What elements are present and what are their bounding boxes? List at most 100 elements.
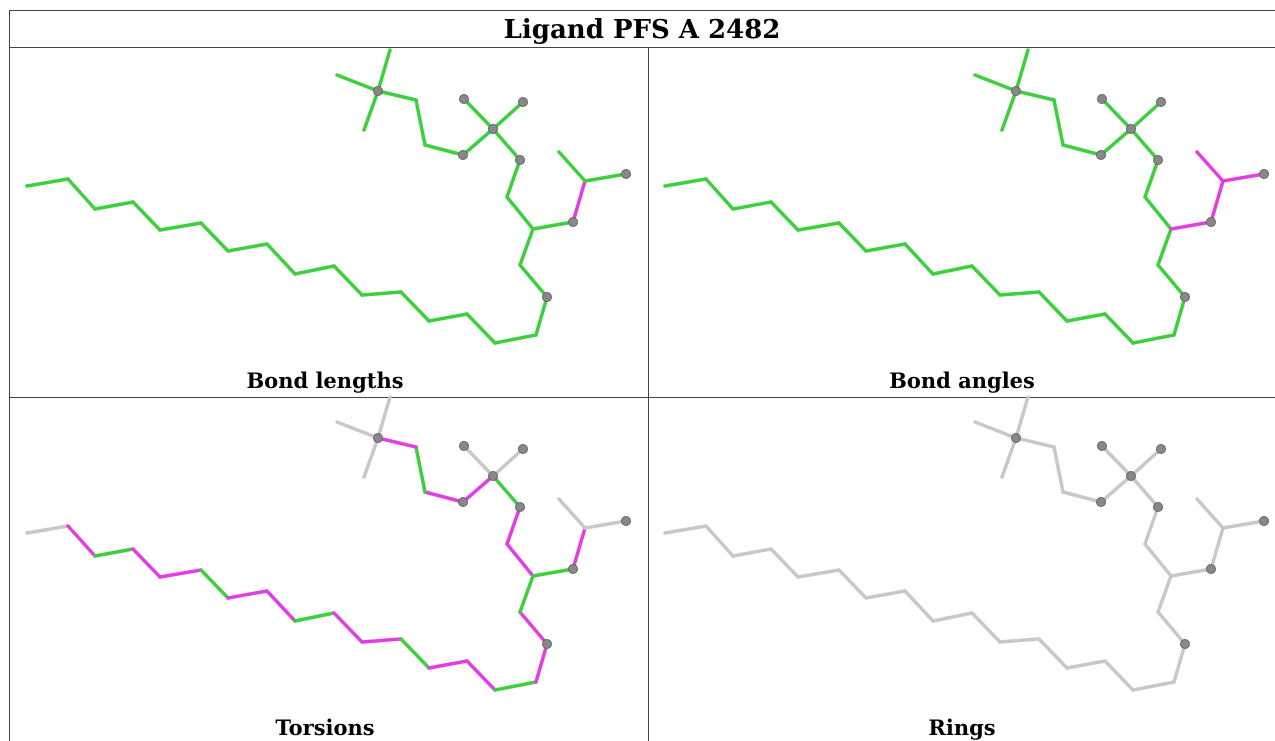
bond [1133, 682, 1174, 690]
bond [68, 526, 95, 556]
atom [516, 156, 525, 165]
bond [362, 292, 401, 295]
atom [622, 517, 631, 526]
bond [378, 50, 390, 91]
bond [1102, 446, 1131, 476]
atom [1098, 442, 1107, 451]
bond [1000, 639, 1039, 642]
bond [416, 100, 425, 145]
bond [1131, 129, 1158, 160]
bond [228, 591, 267, 598]
atom [1181, 640, 1190, 649]
bond [1016, 397, 1028, 438]
atom [489, 125, 498, 134]
bond [464, 446, 493, 476]
bond [507, 544, 533, 576]
panel-label: Rings [928, 715, 995, 740]
bond [533, 569, 573, 576]
bond [467, 314, 495, 343]
bond [1133, 335, 1174, 343]
bond [1131, 449, 1161, 476]
bond [133, 549, 160, 577]
bond [1063, 145, 1101, 155]
bond [573, 528, 585, 569]
atom [459, 151, 468, 160]
bond [1171, 222, 1211, 229]
atom [1098, 95, 1107, 104]
bond [68, 179, 95, 209]
bond [201, 570, 228, 598]
bond [401, 639, 429, 668]
bond [559, 499, 585, 528]
bond [1101, 476, 1131, 502]
bond [95, 549, 133, 556]
bond [866, 244, 905, 251]
bond [160, 570, 201, 577]
atom [1012, 434, 1021, 443]
bond [1158, 229, 1171, 265]
bond [520, 229, 533, 265]
bond [1102, 99, 1131, 129]
bond [1223, 521, 1264, 528]
bond [1145, 160, 1158, 197]
bond [1211, 528, 1223, 569]
atom [1097, 498, 1106, 507]
atom [1154, 503, 1163, 512]
bond [378, 397, 390, 438]
bond [1067, 314, 1105, 321]
bond [1016, 438, 1054, 447]
bond [1197, 152, 1223, 181]
bond [520, 265, 547, 297]
bond [1063, 492, 1101, 502]
molecules [27, 50, 1269, 690]
panel-label: Torsions [275, 715, 374, 740]
bond [933, 266, 972, 274]
bond [1105, 661, 1133, 690]
bond [267, 591, 295, 621]
bond [429, 314, 467, 321]
bond [267, 244, 295, 274]
bond [295, 613, 334, 621]
bond [160, 223, 201, 230]
bond [378, 91, 416, 100]
bond [429, 661, 467, 668]
bond [536, 297, 547, 335]
bond [1145, 507, 1158, 544]
atom [1260, 517, 1269, 526]
bond [378, 438, 416, 447]
bond [493, 476, 520, 507]
bond [493, 129, 520, 160]
atom [1097, 151, 1106, 160]
atom [1157, 445, 1166, 454]
table-borders [9, 10, 1275, 741]
bond [1223, 174, 1264, 181]
bond [1158, 612, 1185, 644]
atom [1207, 218, 1216, 227]
bond [798, 223, 839, 230]
bond [364, 438, 378, 477]
bond [1039, 292, 1067, 321]
bond [1197, 499, 1223, 528]
bond [467, 661, 495, 690]
bond [733, 549, 771, 556]
page: Ligand PFS A 2482 Bond lengths Bond angl… [0, 0, 1275, 741]
bond [1145, 544, 1171, 576]
atom [1127, 125, 1136, 134]
atom [543, 293, 552, 302]
bond [972, 266, 1000, 295]
bond [228, 244, 267, 251]
panel-label: Bond lengths [246, 368, 403, 393]
bond [1211, 181, 1223, 222]
bond [507, 507, 520, 544]
bond [201, 223, 228, 251]
bond [463, 129, 493, 155]
bond [839, 223, 866, 251]
atom [519, 98, 528, 107]
bond [933, 613, 972, 621]
atom [460, 442, 469, 451]
bond [1101, 129, 1131, 155]
bond [665, 526, 706, 533]
atom [374, 87, 383, 96]
bond [1039, 639, 1067, 668]
bond [27, 179, 68, 186]
